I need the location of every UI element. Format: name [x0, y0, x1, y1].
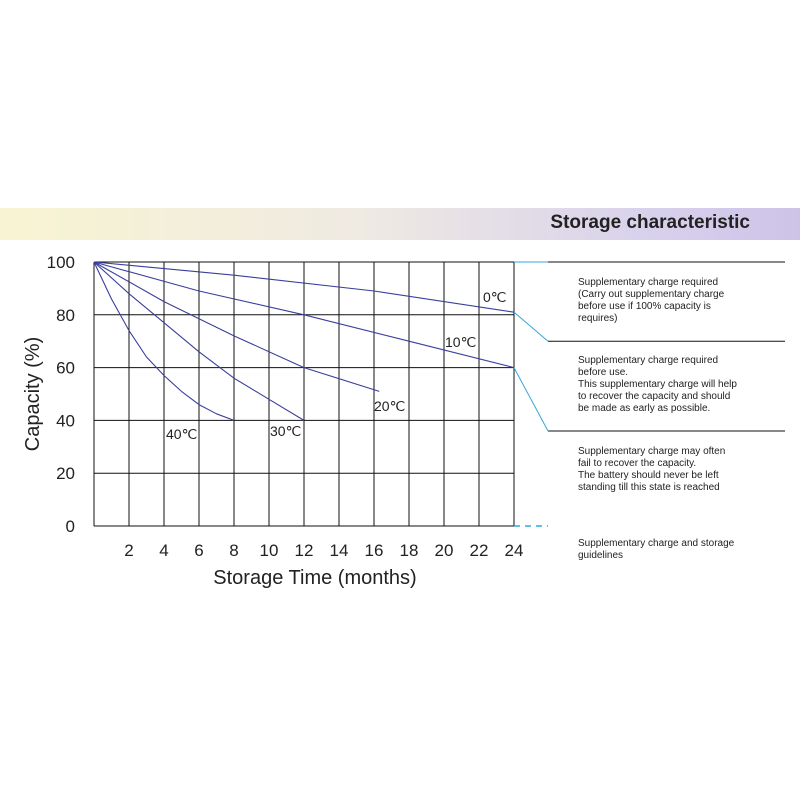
note-line: Supplementary charge may often [578, 446, 726, 457]
series-line [93, 261, 235, 421]
x-tick-label: 24 [505, 541, 524, 560]
note-line: (Carry out supplementary charge [578, 289, 725, 300]
series-label: 40℃ [166, 426, 197, 442]
series-line [93, 261, 515, 313]
y-tick-label: 20 [56, 464, 75, 483]
y-tick-label: 60 [56, 359, 75, 378]
y-tick-label: 0 [66, 517, 75, 536]
series-label: 0℃ [483, 289, 507, 305]
x-tick-label: 10 [260, 541, 279, 560]
series-label: 20℃ [374, 398, 405, 414]
zone-note-2: Supplementary charge required before use… [578, 355, 768, 415]
note-line: guidelines [578, 550, 624, 561]
y-tick-label: 80 [56, 306, 75, 325]
zone-connectors [513, 261, 549, 527]
note-line: requires) [578, 313, 618, 324]
series-label: 10℃ [445, 334, 476, 350]
note-line: before use. [578, 367, 629, 378]
y-tick-label: 100 [47, 253, 75, 272]
y-axis-title: Capacity (%) [22, 337, 44, 451]
note-line: to recover the capacity and should [578, 391, 731, 402]
note-line: Supplementary charge required [578, 277, 719, 288]
x-tick-label: 12 [295, 541, 314, 560]
note-line: standing till this state is reached [578, 482, 720, 493]
zone-connector [513, 367, 549, 432]
series-line [93, 261, 380, 392]
series-label: 30℃ [270, 423, 301, 439]
zone-connector [513, 311, 549, 342]
note-line: Supplementary charge and storage [578, 538, 735, 549]
zone-note-1: Supplementary charge required (Carry out… [578, 277, 768, 325]
note-line: be made as early as possible. [578, 403, 711, 414]
note-line: This supplementary charge will help [578, 379, 737, 390]
y-tick-label: 40 [56, 411, 75, 430]
x-tick-label: 6 [194, 541, 203, 560]
zone-note-4: Supplementary charge and storage guideli… [578, 538, 768, 562]
x-tick-label: 4 [159, 541, 168, 560]
note-line: before use if 100% capacity is [578, 301, 711, 312]
x-tick-label: 18 [400, 541, 419, 560]
x-tick-label: 16 [365, 541, 384, 560]
zone-note-3: Supplementary charge may often fail to r… [578, 446, 768, 494]
series-lines [93, 261, 515, 421]
title-banner: Storage characteristic [0, 208, 800, 240]
note-line: The battery should never be left [578, 470, 719, 481]
x-tick-label: 20 [435, 541, 454, 560]
x-axis-title: Storage Time (months) [213, 567, 416, 589]
series-line [93, 261, 305, 421]
chart-title: Storage characteristic [550, 212, 750, 233]
x-tick-label: 22 [470, 541, 489, 560]
note-line: Supplementary charge required [578, 355, 719, 366]
chart-labels: 0℃10℃20℃30℃40℃2 4 6 8 10 12 14 16 18 20 22 24020406… [47, 253, 524, 560]
x-tick-label: 8 [229, 541, 238, 560]
x-tick-label: 14 [330, 541, 349, 560]
chart-grid [93, 261, 785, 527]
note-line: fail to recover the capacity. [578, 458, 697, 469]
x-tick-label: 2 [124, 541, 133, 560]
